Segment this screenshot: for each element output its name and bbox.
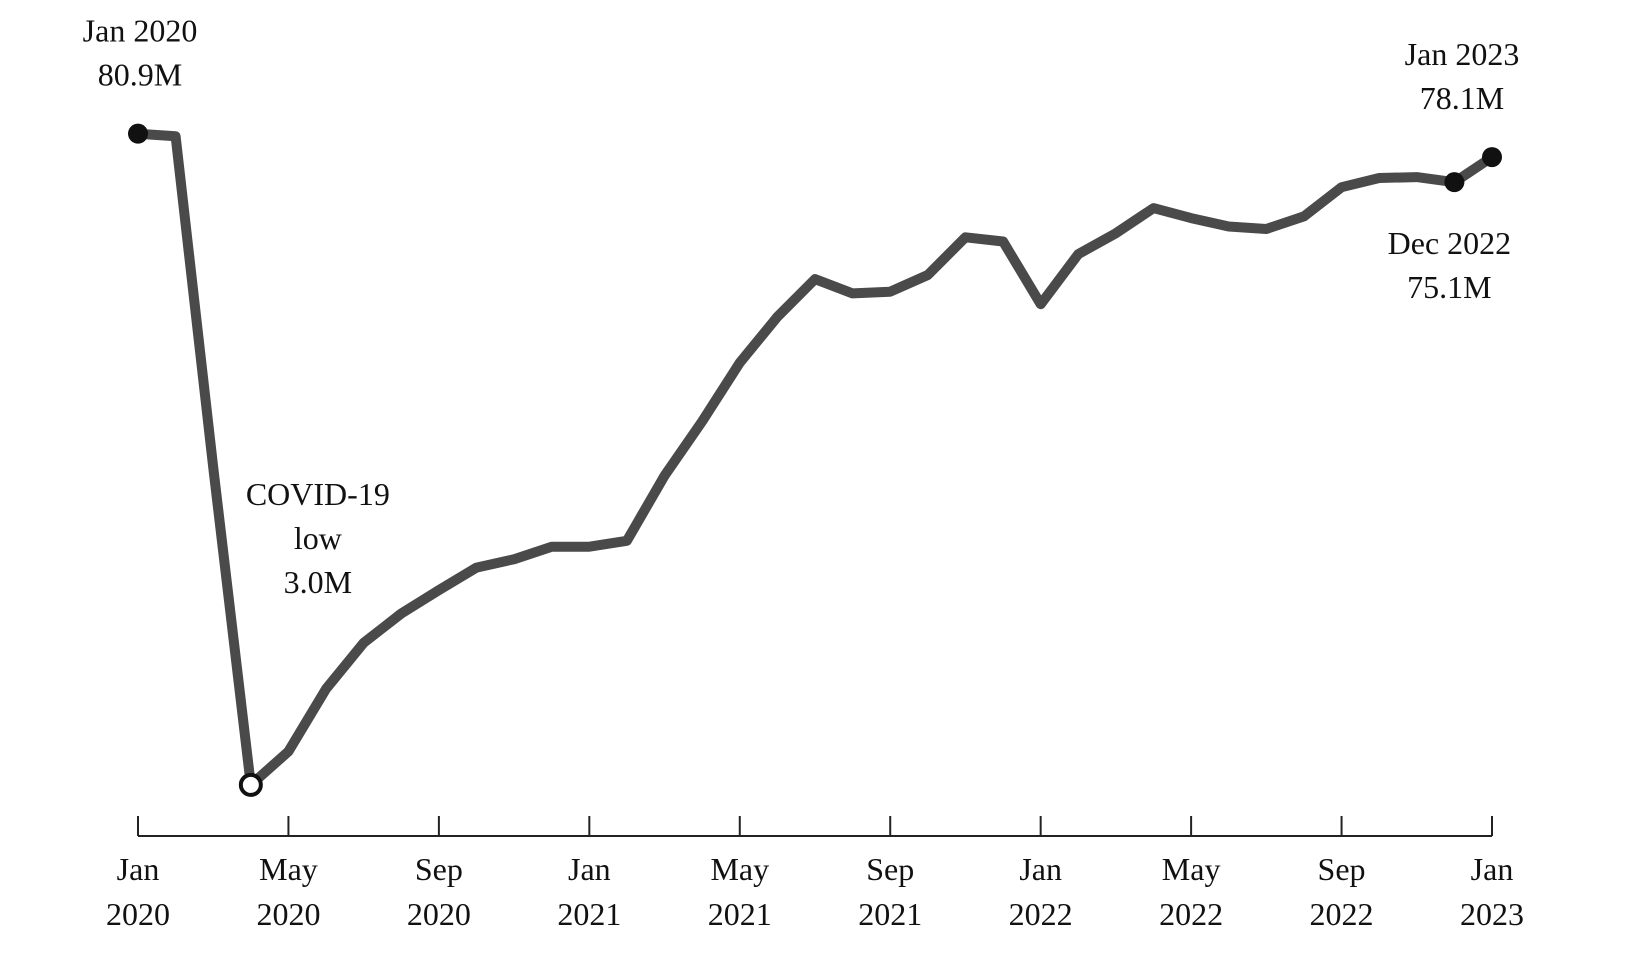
x-tick-label-year: 2022 <box>1009 896 1073 932</box>
x-tick-label: Jan 2022 <box>1009 851 1073 932</box>
x-tick-label-month: Jan <box>117 851 160 887</box>
x-tick-label: May 2020 <box>256 851 320 932</box>
x-tick-label-year: 2020 <box>407 896 471 932</box>
low-point-marker <box>238 772 263 797</box>
annotation-label-line: Dec 2022 <box>1388 225 1512 261</box>
annotation-label-line: 80.9M <box>98 57 182 93</box>
x-tick-label-year: 2023 <box>1460 896 1524 932</box>
x-tick-label-year: 2021 <box>708 896 772 932</box>
annotation-label-line: COVID-19 <box>246 476 390 512</box>
x-tick-label-year: 2022 <box>1310 896 1374 932</box>
annotation-label-line: 78.1M <box>1420 80 1504 116</box>
x-tick-label-year: 2022 <box>1159 896 1223 932</box>
x-tick-label-month: Jan <box>1019 851 1062 887</box>
x-tick-label-month: Jan <box>1471 851 1514 887</box>
x-tick-label: Jan 2021 <box>557 851 621 932</box>
x-tick-label: Sep 2020 <box>407 851 471 932</box>
annotation-label: Dec 2022 75.1M <box>1388 225 1512 305</box>
x-tick-label-month: Sep <box>415 851 463 887</box>
annotation-label-line: low <box>294 520 342 556</box>
x-tick-label-month: May <box>710 851 769 887</box>
annotation-label: COVID-19 low 3.0M <box>246 476 390 600</box>
series-layer <box>133 128 1497 790</box>
annotation-labels: Jan 2020 80.9M COVID-19 low 3.0M Dec 2022 75.1… <box>83 13 1520 600</box>
annotation-markers <box>128 123 1502 797</box>
x-tick-label: May 2022 <box>1159 851 1223 932</box>
x-tick-label-month: Sep <box>866 851 914 887</box>
x-tick-label-year: 2020 <box>106 896 170 932</box>
x-tick-label-month: Sep <box>1318 851 1366 887</box>
x-tick-label: Jan 2023 <box>1460 851 1524 932</box>
series-line <box>133 128 1497 790</box>
annotation-label: Jan 2023 78.1M <box>1405 36 1520 116</box>
annotation-label-line: Jan 2023 <box>1405 36 1520 72</box>
x-axis: Jan 2020 May 2020 Sep 2020 Jan 2021 May 2021 Sep 20… <box>106 816 1524 932</box>
x-tick-label-month: May <box>1162 851 1221 887</box>
annotation-label-line: 75.1M <box>1407 269 1491 305</box>
x-tick-label: May 2021 <box>708 851 772 932</box>
x-tick-label-month: Jan <box>568 851 611 887</box>
annotation-label: Jan 2020 80.9M <box>83 13 198 93</box>
data-point-marker <box>1482 147 1502 168</box>
x-tick-label-month: May <box>259 851 318 887</box>
x-tick-label-year: 2020 <box>256 896 320 932</box>
x-tick-label-year: 2021 <box>858 896 922 932</box>
data-point-marker <box>1444 172 1465 193</box>
x-tick-label-year: 2021 <box>557 896 621 932</box>
x-tick-label: Sep 2021 <box>858 851 922 932</box>
annotation-label-line: Jan 2020 <box>83 13 198 49</box>
x-tick-label: Jan 2020 <box>106 851 170 932</box>
data-point-marker <box>128 123 148 144</box>
annotation-label-line: 3.0M <box>284 564 352 600</box>
x-tick-label: Sep 2022 <box>1310 851 1374 932</box>
